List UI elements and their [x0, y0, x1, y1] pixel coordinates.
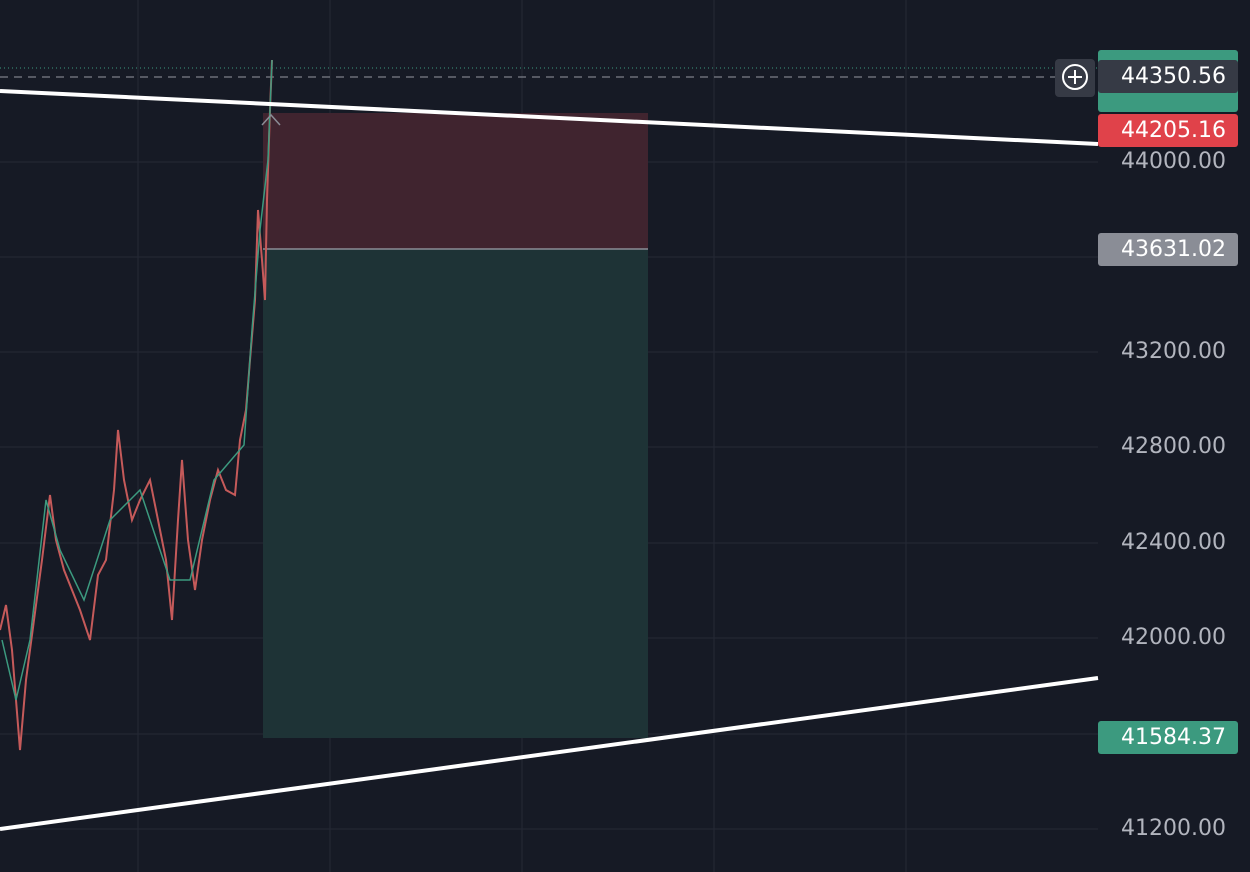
upper-trendline	[0, 89, 1099, 146]
price-series-up	[1, 59, 273, 701]
add-button[interactable]	[1062, 64, 1088, 90]
axis-label: 42000.00	[1121, 625, 1226, 650]
axis-label: 42800.00	[1121, 434, 1226, 459]
last-price-tag: 44350.56	[1098, 60, 1238, 93]
axis-label: 44000.00	[1121, 149, 1226, 174]
price-series	[0, 59, 273, 751]
axis-label: 43200.00	[1121, 339, 1226, 364]
lower-trendline	[0, 676, 1099, 831]
stop-tag: 44205.16	[1098, 114, 1238, 147]
target-tag: 41584.37	[1098, 721, 1238, 754]
axis-label: 42400.00	[1121, 530, 1226, 555]
stop-zone	[263, 113, 648, 249]
entry-tag: 43631.02	[1098, 233, 1238, 266]
axis-label: 41200.00	[1121, 816, 1226, 841]
target-zone	[263, 249, 648, 738]
marker	[261, 113, 281, 126]
